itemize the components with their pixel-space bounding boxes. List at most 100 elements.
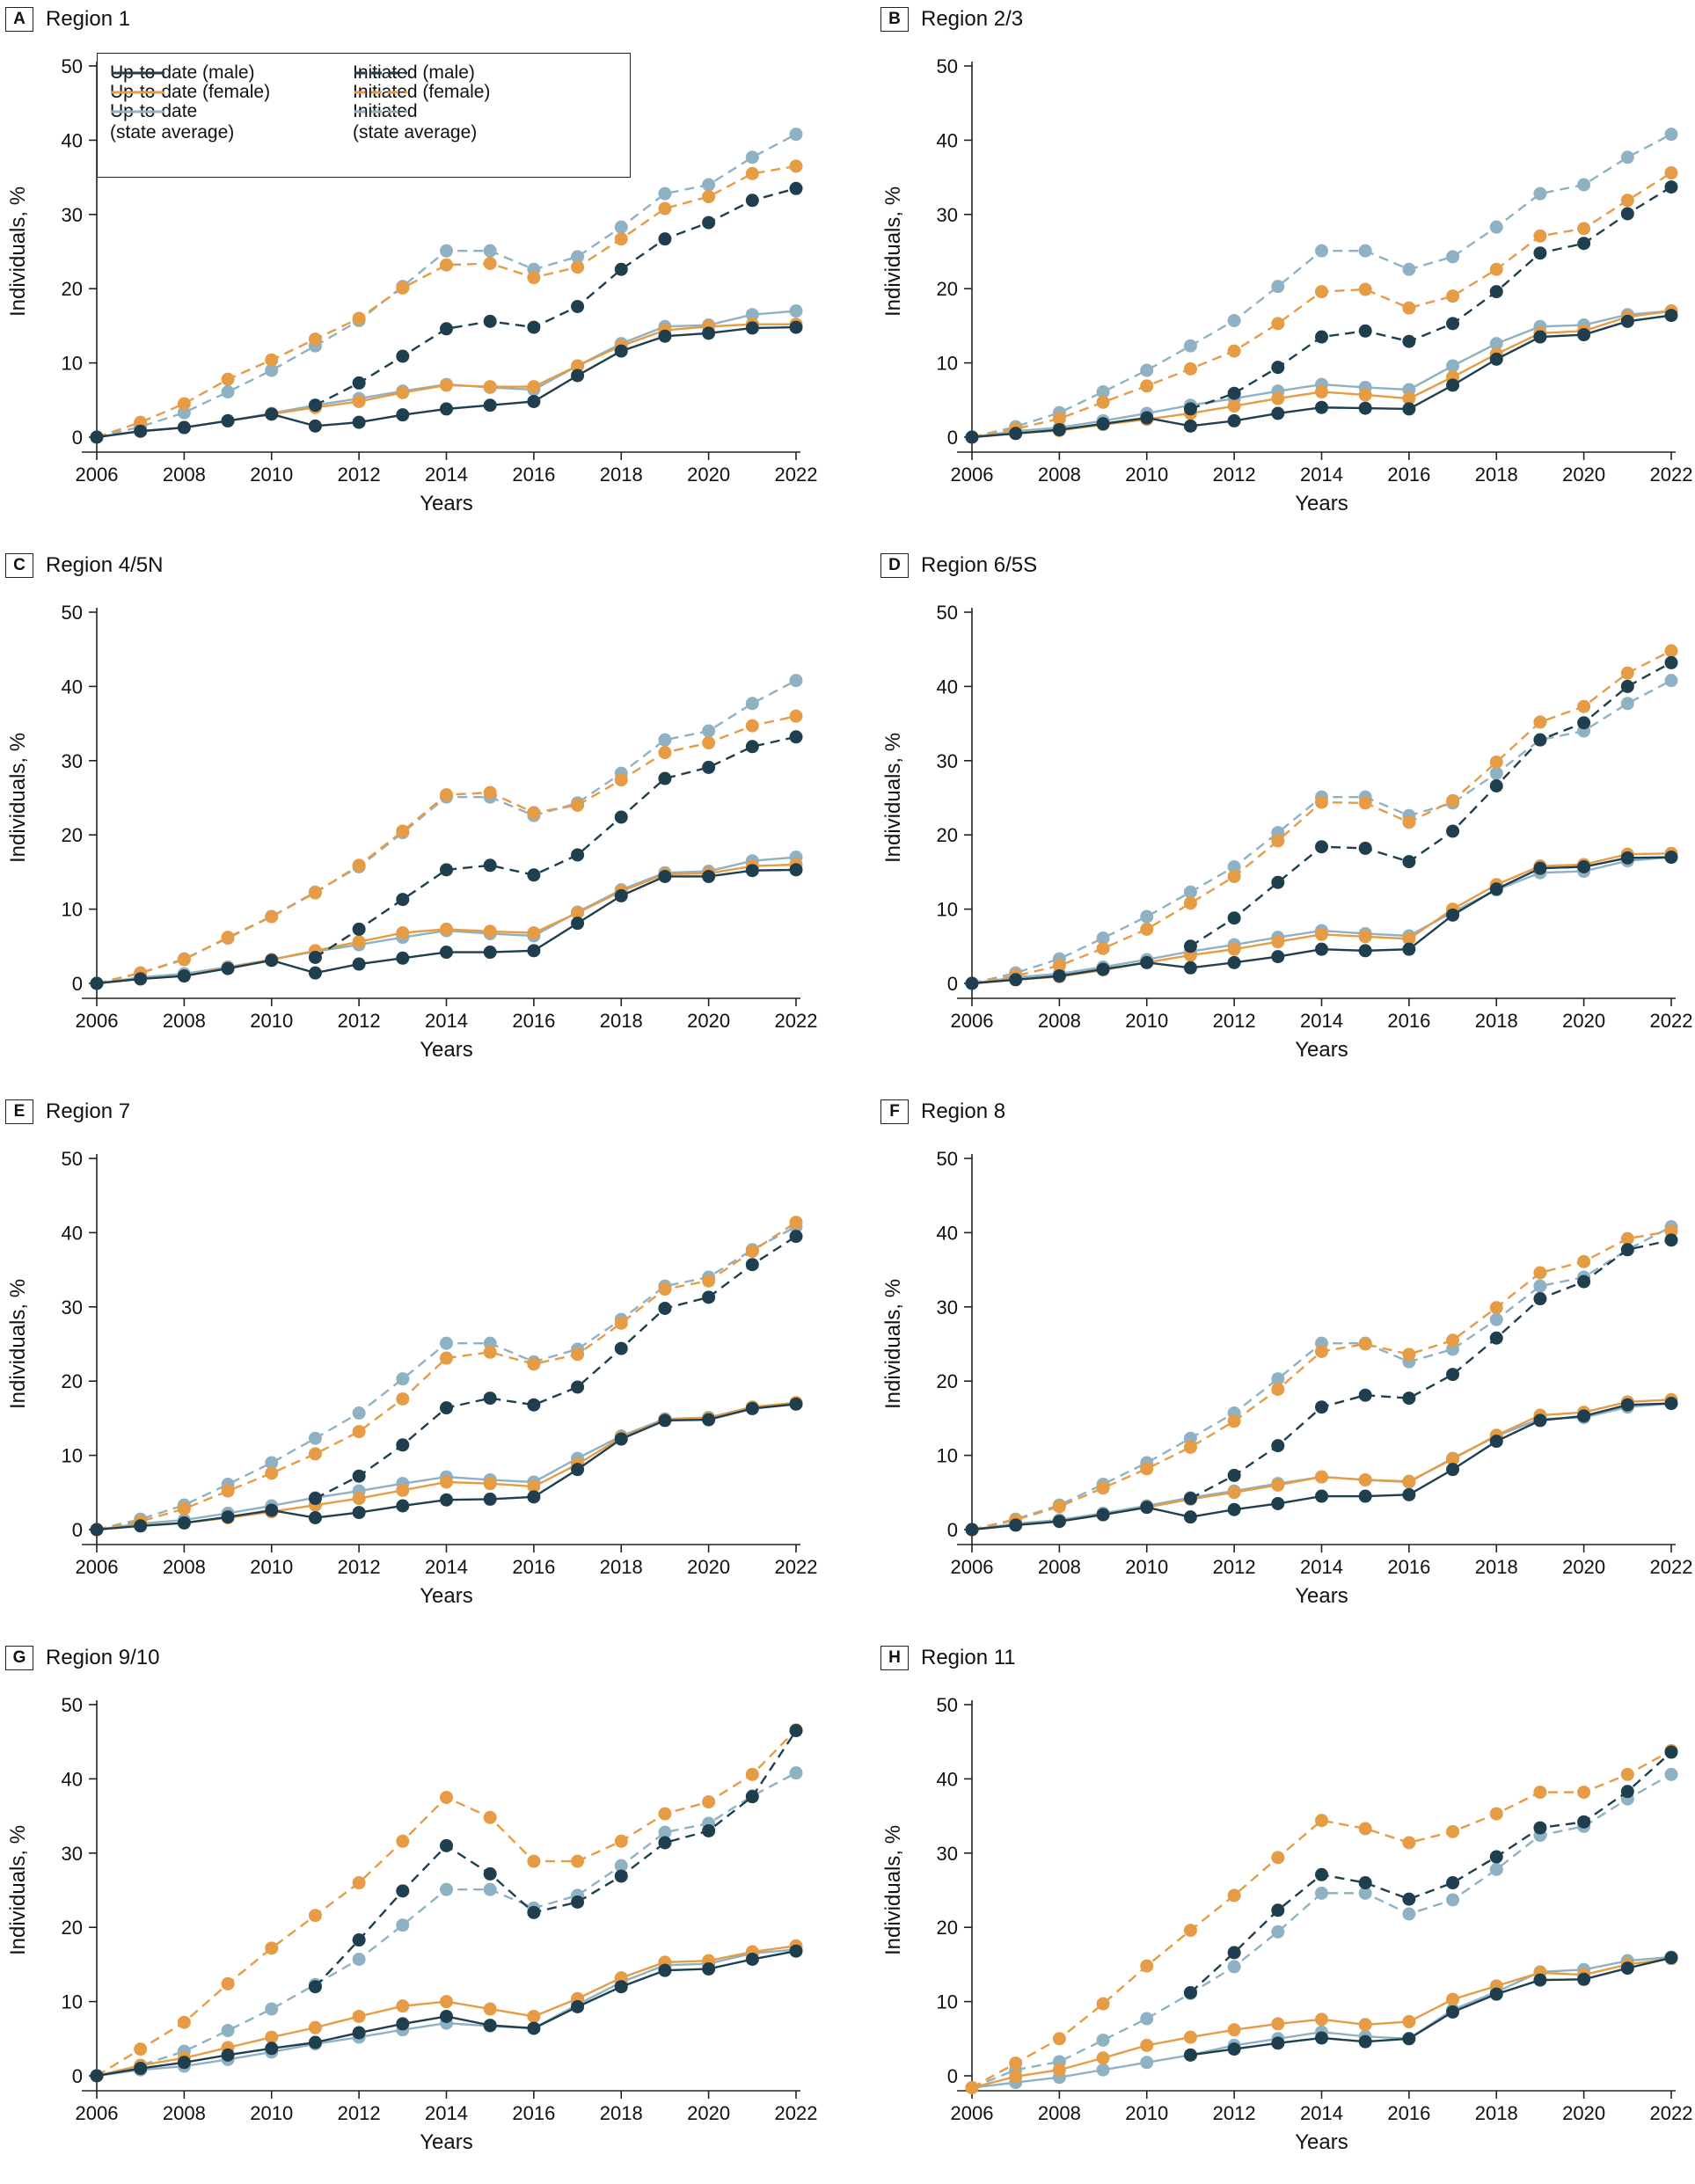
y-tick-label: 40 (62, 129, 83, 151)
x-tick-label: 2016 (1387, 464, 1430, 486)
data-point (789, 1230, 803, 1244)
data-point (1533, 1292, 1547, 1306)
x-tick-label: 2008 (1038, 2102, 1081, 2124)
data-point (396, 1391, 410, 1406)
data-point (1096, 941, 1110, 955)
data-point (352, 2026, 366, 2040)
data-point (658, 1282, 672, 1297)
chart-svg: 0 10 20 30 40 50 2006 2008 2010 2012 2014 2016 2018 2… (881, 1694, 1692, 2154)
data-point (1271, 834, 1285, 848)
data-point (614, 232, 628, 246)
data-point (1533, 1413, 1547, 1428)
y-axis-label: Individuals, % (881, 1825, 905, 1955)
data-point (1358, 796, 1372, 810)
data-point (396, 2017, 410, 2031)
x-tick-label: 2022 (1650, 464, 1693, 486)
data-point (965, 430, 979, 444)
series-line (1190, 186, 1672, 411)
data-point (308, 886, 322, 900)
y-tick-label: 40 (937, 676, 958, 698)
data-point (1052, 969, 1066, 983)
y-tick-label: 50 (62, 602, 83, 624)
data-point (745, 321, 759, 335)
data-point (483, 1810, 497, 1824)
data-point (1446, 1876, 1460, 1890)
data-point (483, 314, 497, 328)
data-point (789, 709, 803, 723)
data-point (1271, 1496, 1285, 1510)
data-point (1183, 1492, 1197, 1506)
x-tick-label: 2020 (687, 2102, 730, 2124)
panel-header: H Region 11 (880, 1646, 1016, 1670)
panel-header: F Region 8 (880, 1099, 1005, 1124)
y-tick-label: 10 (62, 1445, 83, 1467)
data-point (352, 1506, 366, 1520)
series-line (971, 1225, 1672, 1531)
data-point (1446, 317, 1460, 331)
data-point (1577, 1815, 1591, 1829)
x-tick-label: 2018 (1475, 464, 1518, 486)
data-point (1271, 1382, 1285, 1396)
data-point (1271, 1439, 1285, 1453)
x-tick-label: 2018 (600, 2102, 643, 2124)
data-point (1183, 419, 1197, 433)
x-tick-label: 2006 (951, 1010, 994, 1032)
series-initiated-state-average (90, 1766, 803, 2083)
y-tick-label: 20 (62, 1370, 83, 1392)
data-point (308, 1447, 322, 1461)
data-point (1315, 2031, 1328, 2045)
data-point (440, 378, 453, 392)
data-point (702, 1274, 716, 1288)
data-point (1620, 679, 1634, 693)
data-point (789, 674, 803, 688)
y-axis-label: Individuals, % (6, 186, 30, 317)
data-point (396, 1884, 410, 1898)
chart-svg: 0 10 20 30 40 50 2006 2008 2010 2012 2014 2016 2018 2… (6, 55, 817, 515)
data-point (1052, 1515, 1066, 1529)
data-point (658, 232, 672, 246)
data-point (1227, 413, 1241, 427)
data-point (1227, 859, 1241, 873)
data-point (1489, 778, 1503, 793)
data-point (1533, 1973, 1547, 1987)
y-tick-label: 10 (62, 1991, 83, 2013)
y-tick-label: 30 (62, 1297, 83, 1318)
data-point (308, 966, 322, 980)
data-point (1140, 1462, 1154, 1476)
x-tick-label: 2020 (687, 1010, 730, 1032)
data-point (1446, 1463, 1460, 1477)
chart-title: Region 2/3 (921, 7, 1024, 31)
data-point (1315, 330, 1328, 344)
data-point (1096, 2051, 1110, 2065)
data-point (571, 260, 585, 274)
data-point (396, 1999, 410, 2013)
data-point (1620, 207, 1634, 221)
legend-item: Up-to-date (male) (110, 62, 255, 84)
data-point (614, 773, 628, 787)
data-point (483, 924, 497, 939)
series-line (314, 735, 797, 959)
data-point (745, 150, 759, 164)
data-point (614, 344, 628, 358)
data-point (1402, 1474, 1416, 1488)
legend-item: Up-to-date (female) (110, 82, 270, 103)
x-axis-label: Years (1295, 1038, 1348, 1062)
series-line (96, 1403, 797, 1531)
data-point (1096, 2033, 1110, 2047)
y-tick-label: 50 (62, 1148, 83, 1170)
series-line (971, 1230, 1672, 1531)
data-point (1052, 412, 1066, 426)
data-point (658, 1413, 672, 1428)
series-line (971, 1749, 1672, 2089)
data-point (396, 824, 410, 838)
data-point (1446, 289, 1460, 303)
x-tick-label: 2014 (425, 2102, 468, 2124)
data-point (1227, 399, 1241, 413)
data-point (1577, 1275, 1591, 1289)
data-point (1358, 1822, 1372, 1836)
x-tick-label: 2020 (687, 1556, 730, 1578)
data-point (483, 858, 497, 873)
data-point (1533, 330, 1547, 344)
data-point (221, 2048, 235, 2062)
data-point (1140, 363, 1154, 377)
